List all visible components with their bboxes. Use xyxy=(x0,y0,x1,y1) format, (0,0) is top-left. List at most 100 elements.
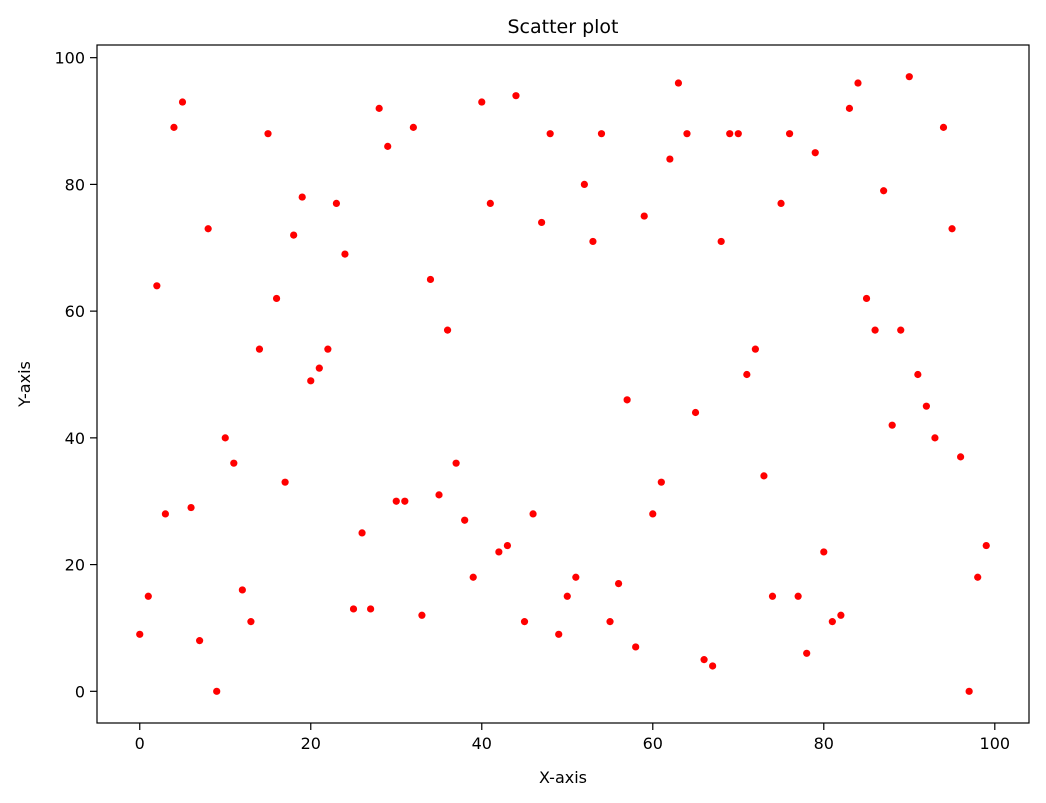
data-point xyxy=(768,592,777,600)
data-point xyxy=(469,573,477,581)
y-tick-label: 80 xyxy=(65,175,85,194)
data-point xyxy=(187,503,195,512)
data-point xyxy=(495,548,503,556)
data-point xyxy=(845,104,854,112)
data-point xyxy=(401,497,409,505)
data-point xyxy=(674,79,683,87)
data-point xyxy=(178,98,187,106)
data-point xyxy=(341,250,349,258)
data-points xyxy=(136,73,990,695)
x-axis-label: X-axis xyxy=(539,768,587,787)
data-point xyxy=(649,510,657,518)
data-point xyxy=(751,345,759,353)
data-point xyxy=(939,123,948,131)
data-point xyxy=(597,130,606,138)
data-point xyxy=(717,237,725,246)
data-point xyxy=(503,541,512,550)
data-point xyxy=(743,370,751,379)
data-point xyxy=(580,180,588,188)
data-point xyxy=(443,326,452,334)
plot-frame xyxy=(96,44,1030,724)
data-point xyxy=(948,225,956,233)
y-axis-ticks: 0 20 40 60 80 100 xyxy=(54,49,97,701)
y-tick-label: 0 xyxy=(75,682,85,701)
data-point xyxy=(888,421,896,429)
x-axis-ticks: 0 20 40 60 80 100 xyxy=(135,723,1010,753)
data-point xyxy=(905,73,913,81)
data-point xyxy=(230,459,238,467)
data-point xyxy=(974,573,982,581)
data-point xyxy=(238,586,246,594)
data-point xyxy=(426,275,435,284)
data-point xyxy=(726,130,734,138)
data-point xyxy=(897,326,905,334)
data-point xyxy=(862,294,871,303)
data-point xyxy=(324,345,332,353)
data-point xyxy=(922,402,930,410)
chart-title: Scatter plot xyxy=(507,16,618,38)
data-point xyxy=(683,130,691,138)
data-point xyxy=(572,573,580,581)
data-point xyxy=(803,649,811,657)
data-point xyxy=(247,618,255,626)
data-point xyxy=(196,637,204,645)
data-point xyxy=(700,656,708,664)
data-point xyxy=(290,231,298,239)
x-tick-label: 60 xyxy=(643,734,663,753)
data-point xyxy=(358,529,366,537)
data-point xyxy=(709,662,717,670)
y-axis-label: Y-axis xyxy=(15,361,34,408)
data-point xyxy=(640,212,648,220)
data-point xyxy=(529,510,537,518)
data-point xyxy=(734,130,742,138)
data-point xyxy=(264,130,272,138)
data-point xyxy=(880,187,888,195)
y-tick-label: 100 xyxy=(54,49,85,68)
data-point xyxy=(392,497,400,505)
data-point xyxy=(657,478,665,486)
data-point xyxy=(828,618,836,626)
data-point xyxy=(666,155,674,163)
x-tick-label: 100 xyxy=(980,734,1011,753)
data-point xyxy=(555,630,563,638)
data-point xyxy=(811,149,819,157)
data-point xyxy=(623,396,631,404)
data-point xyxy=(221,434,229,442)
data-point xyxy=(614,580,623,588)
x-tick-label: 40 xyxy=(472,734,492,753)
data-point xyxy=(418,611,426,619)
data-point xyxy=(512,92,520,100)
data-point xyxy=(871,326,879,334)
data-point xyxy=(452,459,460,467)
data-point xyxy=(409,123,417,131)
data-point xyxy=(546,130,554,138)
data-point xyxy=(375,104,383,112)
data-point xyxy=(965,687,973,695)
data-point xyxy=(161,510,169,518)
data-point xyxy=(691,408,700,417)
y-tick-label: 20 xyxy=(65,556,85,575)
y-tick-label: 60 xyxy=(65,302,85,321)
y-tick-label: 40 xyxy=(65,429,85,448)
data-point xyxy=(307,377,315,385)
data-point xyxy=(204,225,212,233)
data-point xyxy=(213,687,221,695)
data-point xyxy=(486,199,494,208)
x-tick-label: 20 xyxy=(301,734,321,753)
data-point xyxy=(349,605,358,613)
data-point xyxy=(982,541,990,550)
data-point xyxy=(367,605,375,613)
data-point xyxy=(435,491,443,499)
data-point xyxy=(520,618,529,626)
x-tick-label: 80 xyxy=(814,734,834,753)
data-point xyxy=(837,611,845,619)
data-point xyxy=(777,199,785,208)
data-point xyxy=(255,345,264,353)
data-point xyxy=(931,434,939,442)
data-point xyxy=(461,516,469,524)
data-point xyxy=(144,592,152,600)
data-point xyxy=(478,98,486,106)
data-point xyxy=(315,364,323,372)
data-point xyxy=(170,123,178,131)
